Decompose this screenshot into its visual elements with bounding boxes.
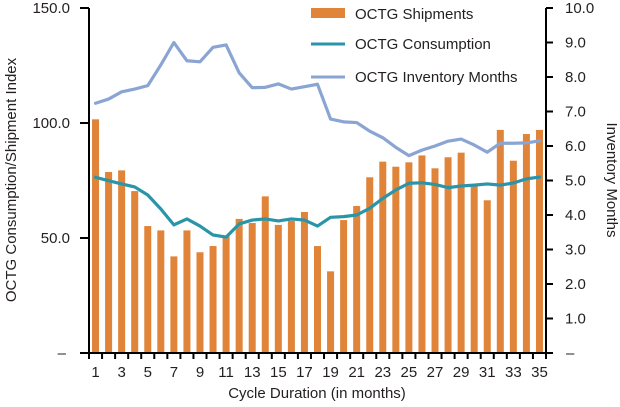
y2-tick-label: 10.0	[565, 0, 594, 17]
y-tick-label: –	[58, 345, 67, 362]
bar-shipments-35	[535, 129, 543, 353]
bar-shipments-7	[170, 256, 178, 353]
bar-shipments-6	[157, 230, 165, 353]
bar-shipments-33	[509, 160, 517, 353]
bar-shipments-10	[209, 246, 217, 353]
x-tick-label: 1	[91, 364, 99, 381]
bar-shipments-11	[222, 235, 230, 353]
legend-swatch-shipments	[311, 8, 345, 18]
x-tick-label: 29	[453, 364, 470, 381]
y2-tick-label: 3.0	[565, 242, 586, 259]
bar-shipments-29	[457, 152, 465, 353]
bar-shipments-24	[392, 166, 400, 353]
bar-shipments-32	[496, 129, 504, 353]
y2-tick-label: 1.0	[565, 311, 586, 328]
bar-shipments-2	[105, 171, 113, 353]
bar-shipments-19	[327, 271, 335, 353]
bar-shipments-5	[144, 226, 152, 353]
y2-tick-label: 6.0	[565, 138, 586, 155]
line-octg-inventory-months	[93, 40, 542, 158]
bar-shipments-34	[522, 134, 530, 353]
x-tick-label: 13	[244, 364, 261, 381]
y-axis-title: OCTG Consumption/Shipment Index	[3, 57, 20, 302]
x-tick-label: 35	[531, 364, 548, 381]
bar-shipments-18	[314, 246, 321, 353]
y2-tick-label: –	[566, 345, 575, 362]
bar-shipments-13	[248, 223, 256, 353]
y2-axis-title: Inventory Months	[603, 122, 620, 237]
x-tick-label: 11	[218, 364, 234, 381]
y-tick-label: 150.0	[32, 0, 70, 17]
bar-shipments-17	[300, 212, 308, 353]
bar-shipments-23	[379, 161, 387, 353]
bar-shipments-14	[261, 196, 269, 353]
bar-shipments-22	[366, 177, 374, 353]
shipments-bars	[92, 119, 543, 353]
x-tick-label: 31	[479, 364, 496, 381]
x-tick-label: 15	[270, 364, 287, 381]
bar-shipments-3	[118, 170, 126, 353]
x-axis-title: Cycle Duration (in months)	[228, 385, 406, 402]
x-tick-label: 21	[348, 364, 365, 381]
legend-label-shipments: OCTG Shipments	[355, 6, 473, 23]
legend-label-inventory: OCTG Inventory Months	[355, 69, 518, 86]
x-tick-label: 33	[505, 364, 522, 381]
y2-tick-label: 4.0	[565, 207, 586, 224]
bar-shipments-28	[444, 157, 452, 353]
legend-label-consumption: OCTG Consumption	[355, 36, 491, 53]
y-tick-label: 100.0	[32, 115, 70, 132]
bar-shipments-1	[92, 119, 100, 353]
bar-shipments-30	[470, 185, 478, 353]
bar-shipments-25	[405, 162, 413, 353]
x-tick-label: 9	[196, 364, 204, 381]
axis-ticks	[80, 7, 553, 359]
bar-shipments-12	[235, 218, 243, 353]
x-tick-label: 7	[170, 364, 178, 381]
y2-tick-label: 8.0	[565, 69, 586, 86]
x-tick-label: 17	[296, 364, 313, 381]
y-tick-label: 50.0	[41, 230, 70, 247]
bar-shipments-21	[353, 206, 361, 353]
bar-shipments-16	[287, 220, 295, 353]
bar-shipments-4	[131, 191, 139, 353]
bar-shipments-27	[431, 168, 439, 353]
x-tick-label: 5	[144, 364, 152, 381]
x-tick-label: 27	[427, 364, 444, 381]
tick-labels: 1 3 5 7 9 11 13 15 17 19 21 23 25 27 29 31 33 35–50.0100.…	[32, 0, 594, 381]
series-lines	[93, 40, 542, 239]
y2-tick-label: 7.0	[565, 104, 586, 121]
x-tick-label: 3	[117, 364, 125, 381]
x-tick-label: 19	[322, 364, 339, 381]
bar-shipments-26	[418, 155, 426, 353]
y2-tick-label: 2.0	[565, 276, 586, 293]
y2-tick-label: 9.0	[565, 35, 586, 52]
bar-shipments-9	[196, 252, 204, 353]
legend: OCTG Shipments OCTG Consumption OCTG Inv…	[311, 6, 518, 86]
bar-shipments-20	[340, 220, 348, 353]
bar-shipments-31	[483, 200, 491, 353]
bar-shipments-8	[183, 230, 191, 353]
x-tick-label: 23	[374, 364, 391, 381]
x-tick-label: 25	[401, 364, 418, 381]
y2-tick-label: 5.0	[565, 173, 586, 190]
bar-shipments-15	[274, 224, 282, 353]
